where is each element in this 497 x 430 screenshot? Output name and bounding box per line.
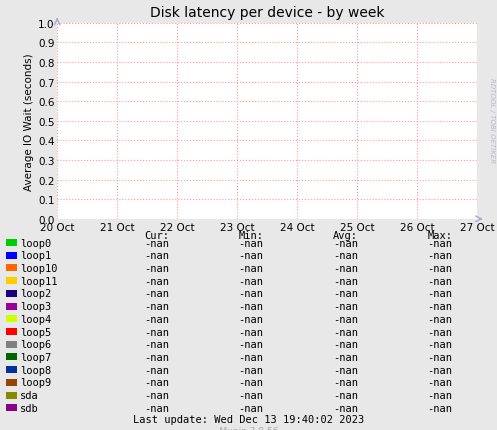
Text: -nan: -nan (144, 378, 169, 387)
Text: -nan: -nan (239, 378, 263, 387)
Text: -nan: -nan (239, 251, 263, 261)
Text: -nan: -nan (427, 263, 452, 273)
Text: -nan: -nan (144, 352, 169, 362)
Text: -nan: -nan (239, 403, 263, 413)
Text: -nan: -nan (239, 314, 263, 324)
Text: -nan: -nan (239, 365, 263, 375)
Title: Disk latency per device - by week: Disk latency per device - by week (150, 6, 384, 20)
Text: loop2: loop2 (20, 289, 51, 299)
Text: -nan: -nan (427, 378, 452, 387)
Text: -nan: -nan (144, 251, 169, 261)
Text: Min:: Min: (239, 230, 263, 240)
Text: loop1: loop1 (20, 251, 51, 261)
Text: -nan: -nan (333, 263, 358, 273)
Text: -nan: -nan (427, 403, 452, 413)
Text: -nan: -nan (144, 314, 169, 324)
Text: -nan: -nan (144, 339, 169, 350)
Text: -nan: -nan (239, 352, 263, 362)
Text: -nan: -nan (333, 327, 358, 337)
Text: -nan: -nan (333, 390, 358, 400)
Text: -nan: -nan (239, 276, 263, 286)
Text: loop4: loop4 (20, 314, 51, 324)
Text: loop6: loop6 (20, 339, 51, 350)
Text: -nan: -nan (333, 403, 358, 413)
Text: -nan: -nan (333, 301, 358, 311)
Y-axis label: Average IO Wait (seconds): Average IO Wait (seconds) (24, 53, 34, 190)
Text: -nan: -nan (144, 365, 169, 375)
Text: -nan: -nan (239, 238, 263, 248)
Text: -nan: -nan (333, 314, 358, 324)
Text: -nan: -nan (144, 403, 169, 413)
Text: -nan: -nan (427, 365, 452, 375)
Text: loop11: loop11 (20, 276, 57, 286)
Text: Last update: Wed Dec 13 19:40:02 2023: Last update: Wed Dec 13 19:40:02 2023 (133, 414, 364, 424)
Text: loop9: loop9 (20, 378, 51, 387)
Text: -nan: -nan (144, 276, 169, 286)
Text: -nan: -nan (333, 289, 358, 299)
Text: -nan: -nan (239, 301, 263, 311)
Text: Avg:: Avg: (333, 230, 358, 240)
Text: -nan: -nan (427, 289, 452, 299)
Text: loop5: loop5 (20, 327, 51, 337)
Text: -nan: -nan (427, 327, 452, 337)
Text: -nan: -nan (333, 378, 358, 387)
Text: loop8: loop8 (20, 365, 51, 375)
Text: -nan: -nan (427, 390, 452, 400)
Text: -nan: -nan (333, 251, 358, 261)
Text: -nan: -nan (427, 276, 452, 286)
Text: -nan: -nan (427, 251, 452, 261)
Text: loop0: loop0 (20, 238, 51, 248)
Text: sdb: sdb (20, 403, 39, 413)
Text: -nan: -nan (144, 327, 169, 337)
Text: -nan: -nan (427, 314, 452, 324)
Text: -nan: -nan (427, 352, 452, 362)
Text: -nan: -nan (239, 390, 263, 400)
Text: -nan: -nan (144, 289, 169, 299)
Text: -nan: -nan (333, 365, 358, 375)
Text: -nan: -nan (239, 263, 263, 273)
Text: -nan: -nan (144, 390, 169, 400)
Text: Max:: Max: (427, 230, 452, 240)
Text: loop10: loop10 (20, 263, 57, 273)
Text: -nan: -nan (239, 327, 263, 337)
Text: -nan: -nan (427, 301, 452, 311)
Text: -nan: -nan (239, 339, 263, 350)
Text: Cur:: Cur: (144, 230, 169, 240)
Text: -nan: -nan (144, 238, 169, 248)
Text: -nan: -nan (333, 352, 358, 362)
Text: loop7: loop7 (20, 352, 51, 362)
Text: RDTOOL / TOBI OETIKER: RDTOOL / TOBI OETIKER (489, 78, 495, 163)
Text: -nan: -nan (144, 263, 169, 273)
Text: sda: sda (20, 390, 39, 400)
Text: -nan: -nan (427, 238, 452, 248)
Text: -nan: -nan (333, 339, 358, 350)
Text: Munin 2.0.56: Munin 2.0.56 (219, 426, 278, 430)
Text: -nan: -nan (239, 289, 263, 299)
Text: -nan: -nan (333, 238, 358, 248)
Text: -nan: -nan (427, 339, 452, 350)
Text: -nan: -nan (333, 276, 358, 286)
Text: loop3: loop3 (20, 301, 51, 311)
Text: -nan: -nan (144, 301, 169, 311)
